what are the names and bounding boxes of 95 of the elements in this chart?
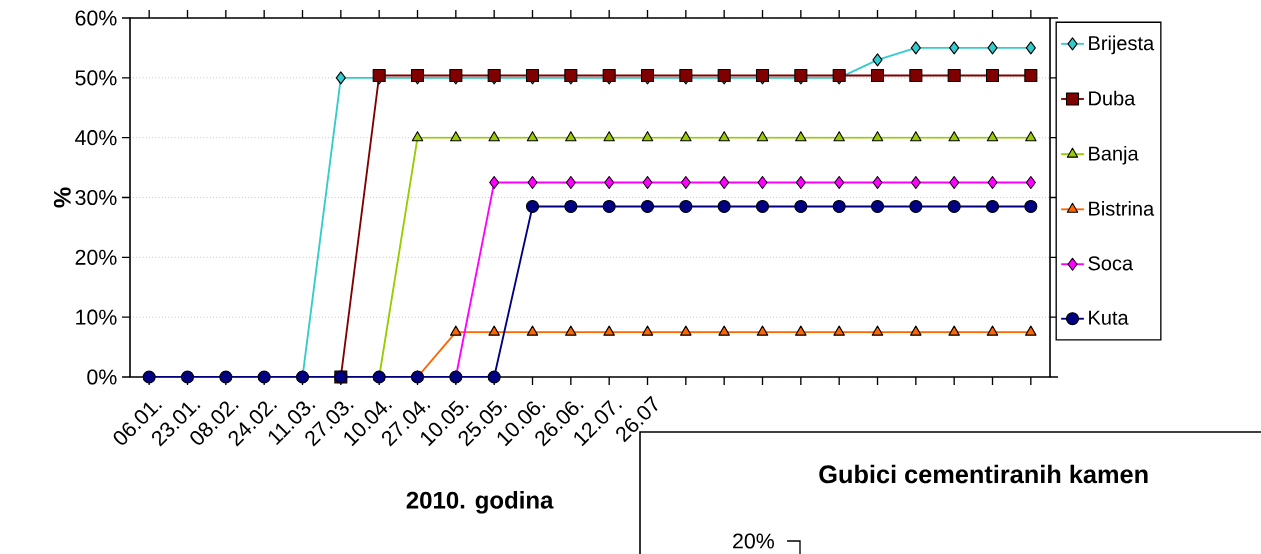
point [488, 325, 500, 336]
point [909, 199, 923, 214]
point [833, 131, 845, 142]
point [947, 68, 961, 82]
point [910, 325, 922, 336]
point [565, 325, 577, 336]
point [872, 176, 883, 190]
point [411, 131, 424, 142]
point [526, 131, 539, 142]
point [871, 131, 884, 142]
point [680, 325, 692, 336]
point [948, 131, 960, 142]
point [795, 131, 807, 142]
point [910, 131, 922, 142]
y-tick-label: 0% [87, 369, 117, 385]
legend-label: Banja [1089, 145, 1139, 165]
legend-label: Bistrina [1089, 201, 1155, 216]
point [1025, 325, 1037, 336]
point [565, 131, 577, 142]
point [488, 131, 500, 142]
point [795, 325, 807, 336]
point [525, 199, 540, 214]
point [603, 325, 615, 336]
point [680, 176, 691, 190]
point [487, 370, 501, 384]
point [718, 131, 730, 142]
point [794, 199, 808, 214]
point [949, 176, 960, 190]
point [603, 131, 615, 142]
point [870, 199, 885, 214]
legend-label: Brijesta [1089, 35, 1155, 55]
point [910, 176, 921, 190]
point [642, 176, 653, 190]
y-tick-label: 30% [75, 189, 117, 206]
point [1024, 199, 1038, 214]
point [526, 325, 539, 336]
point [640, 199, 655, 214]
legend-label: Duba [1089, 90, 1136, 106]
point [948, 325, 960, 336]
point [604, 176, 615, 190]
point [1024, 68, 1038, 82]
point [986, 325, 999, 336]
point [527, 176, 538, 190]
point [180, 370, 195, 384]
y-tick-label: 60% [75, 10, 117, 26]
point [257, 370, 271, 384]
y-tick-label: 20% [75, 249, 117, 265]
point [871, 325, 884, 336]
point [985, 199, 1000, 214]
point [719, 176, 730, 190]
y-tick-label: 10% [76, 309, 117, 325]
y-tick-label: 40% [75, 130, 117, 146]
point [795, 176, 806, 190]
y-tick-label: 50% [75, 70, 117, 86]
point [219, 370, 233, 384]
point [450, 325, 462, 336]
point [1025, 131, 1037, 142]
point [987, 41, 998, 55]
point [565, 176, 576, 190]
point [872, 53, 883, 67]
text: 20% [733, 533, 774, 549]
point [1025, 41, 1036, 55]
x-axis-title: 2010. godina [406, 491, 554, 514]
point [986, 131, 999, 142]
point [756, 325, 769, 336]
point [680, 131, 692, 142]
point [602, 199, 616, 214]
point [985, 68, 1000, 82]
point [870, 68, 885, 82]
point [450, 131, 462, 142]
point [717, 199, 731, 214]
text: Gubici cementiranih kamen [819, 464, 1148, 484]
point [641, 131, 654, 142]
point [142, 370, 156, 384]
point [909, 68, 923, 82]
point [718, 325, 730, 336]
point [489, 176, 500, 190]
legend-label: Kuta [1089, 310, 1129, 325]
point [910, 41, 921, 55]
point [335, 71, 346, 85]
point [757, 176, 768, 190]
legend-label: Soca [1088, 256, 1134, 271]
point [949, 41, 960, 55]
point [755, 199, 770, 214]
point [641, 325, 654, 336]
point [833, 325, 845, 336]
point [834, 176, 845, 190]
point [756, 131, 769, 142]
point [1025, 176, 1036, 190]
point [987, 176, 998, 190]
point [947, 199, 961, 214]
point [832, 199, 846, 214]
y-axis-title: % [53, 187, 71, 208]
point [679, 199, 693, 214]
point [564, 199, 578, 214]
